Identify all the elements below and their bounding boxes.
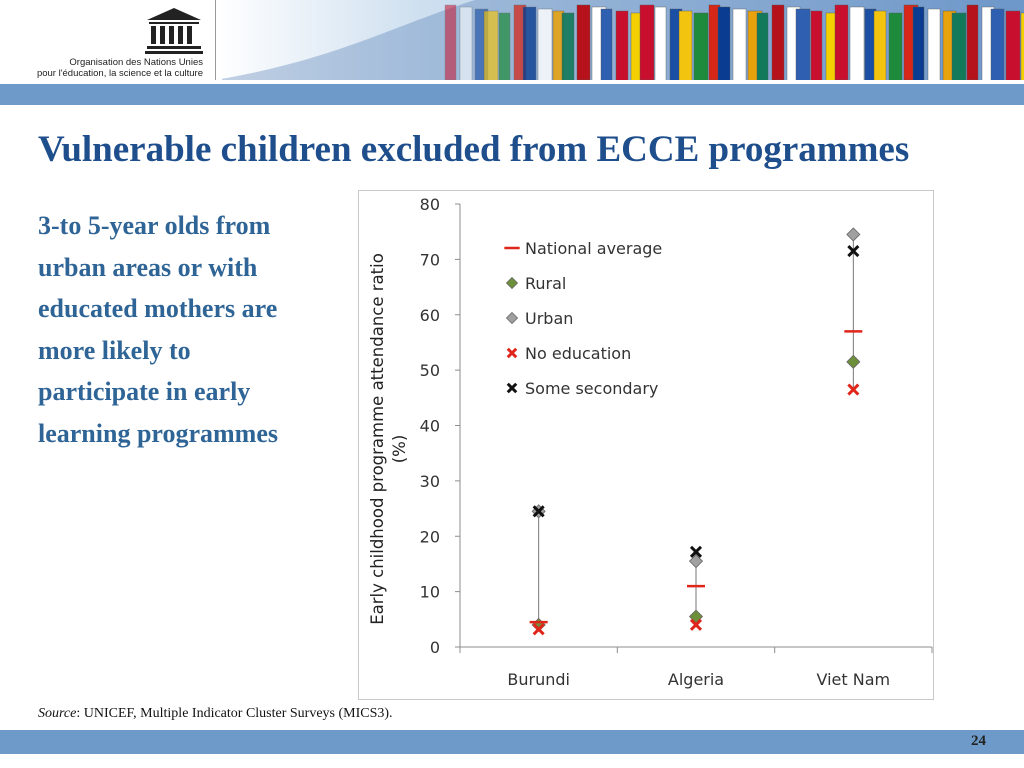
- legend-label: Rural: [525, 274, 566, 293]
- flag-decoration: [615, 10, 629, 80]
- y-tick-label: 40: [420, 417, 440, 436]
- legend-label: No education: [525, 344, 631, 363]
- slide-title: Vulnerable children excluded from ECCE p…: [38, 129, 910, 170]
- y-tick-label: 20: [420, 527, 440, 546]
- flag-decoration: [732, 8, 747, 80]
- y-axis-title: Early childhood programme attendance rat…: [368, 253, 387, 625]
- flag-decoration: [639, 4, 655, 80]
- data-point-no-education: [689, 618, 703, 631]
- flag-decoration: [717, 6, 731, 80]
- y-tick-label: 60: [420, 306, 440, 325]
- y-tick-label: 80: [420, 195, 440, 214]
- source-label: Source: [38, 706, 77, 721]
- data-point-some-secondary: [689, 545, 703, 558]
- y-tick-label: 10: [420, 583, 440, 602]
- legend-marker: [506, 347, 518, 359]
- flag-decoration: [771, 4, 785, 80]
- flag-decoration: [678, 10, 693, 80]
- flag-decoration: [795, 8, 811, 80]
- y-tick-label: 0: [430, 638, 440, 657]
- x-category-label: Algeria: [668, 670, 724, 689]
- chart-frame: 0 10 20 30 40 50 60 70 80 Burundi Algeria Viet Nam E…: [358, 190, 934, 700]
- data-point-some-secondary: [847, 245, 860, 258]
- flag-decoration: [912, 6, 925, 80]
- flag-decoration: [693, 12, 709, 80]
- legend-label: Some secondary: [525, 379, 658, 398]
- flag-decoration: [990, 8, 1005, 80]
- data-point-rural: [846, 354, 861, 369]
- source-text: : UNICEF, Multiple Indicator Cluster Sur…: [76, 706, 393, 721]
- data-point-no-education: [847, 383, 860, 396]
- flag-decoration: [951, 12, 967, 80]
- page-number: 24: [971, 733, 986, 749]
- flag-decoration: [1020, 12, 1024, 80]
- x-category-label: Burundi: [507, 670, 570, 689]
- flag-decoration: [756, 12, 769, 80]
- flag-decoration: [927, 8, 941, 80]
- unesco-logo: Organisation des Nations Unies pour l'éd…: [0, 0, 222, 84]
- header-banner: Organisation des Nations Unies pour l'éd…: [0, 0, 1024, 84]
- y-axis-title-unit: (%): [390, 435, 409, 464]
- org-name-line2: pour l'éducation, la science et la cultu…: [36, 68, 203, 79]
- flag-decoration: [576, 4, 591, 80]
- flag-decoration: [810, 10, 823, 80]
- flag-decoration: [873, 10, 887, 80]
- attendance-chart: 0 10 20 30 40 50 60 70 80 Burundi Algeria Viet Nam E…: [368, 195, 933, 689]
- legend-marker: [506, 382, 518, 394]
- flag-decoration: [600, 8, 613, 80]
- y-tick-label: 50: [420, 361, 440, 380]
- legend-label: Urban: [525, 309, 573, 328]
- slide-body-text: 3-to 5-year olds from urban areas or wit…: [38, 211, 278, 448]
- flag-decoration: [561, 12, 575, 80]
- logo-divider: [215, 0, 216, 80]
- flag-decoration: [483, 10, 499, 80]
- flag-decoration: [849, 6, 865, 80]
- data-point-urban: [846, 227, 861, 242]
- flag-decoration: [522, 6, 537, 80]
- flag-decoration: [966, 4, 979, 80]
- flag-decoration: [459, 6, 473, 80]
- y-tick-label: 30: [420, 472, 440, 491]
- legend-marker: [505, 276, 519, 290]
- y-tick-label: 70: [420, 250, 440, 269]
- unesco-temple-icon: [145, 8, 203, 54]
- flag-decoration: [834, 4, 849, 80]
- flag-decoration: [537, 8, 553, 80]
- data-point-no-education: [532, 623, 545, 636]
- flag-decoration: [444, 4, 457, 80]
- flag-decoration: [1005, 10, 1021, 80]
- legend-label: National average: [525, 239, 662, 258]
- header-band: [0, 84, 1024, 105]
- org-name-line1: Organisation des Nations Unies: [69, 57, 203, 68]
- data-point-some-secondary: [532, 505, 545, 518]
- flags-banner-image: [215, 0, 1024, 80]
- flag-decoration: [888, 12, 903, 80]
- flag-decoration: [654, 6, 667, 80]
- legend-marker: [505, 311, 519, 325]
- source-note: Source: UNICEF, Multiple Indicator Clust…: [38, 706, 393, 722]
- flag-decoration: [498, 12, 511, 80]
- x-category-label: Viet Nam: [817, 670, 891, 689]
- data-point-urban: [688, 554, 704, 569]
- footer-band: [0, 730, 1024, 754]
